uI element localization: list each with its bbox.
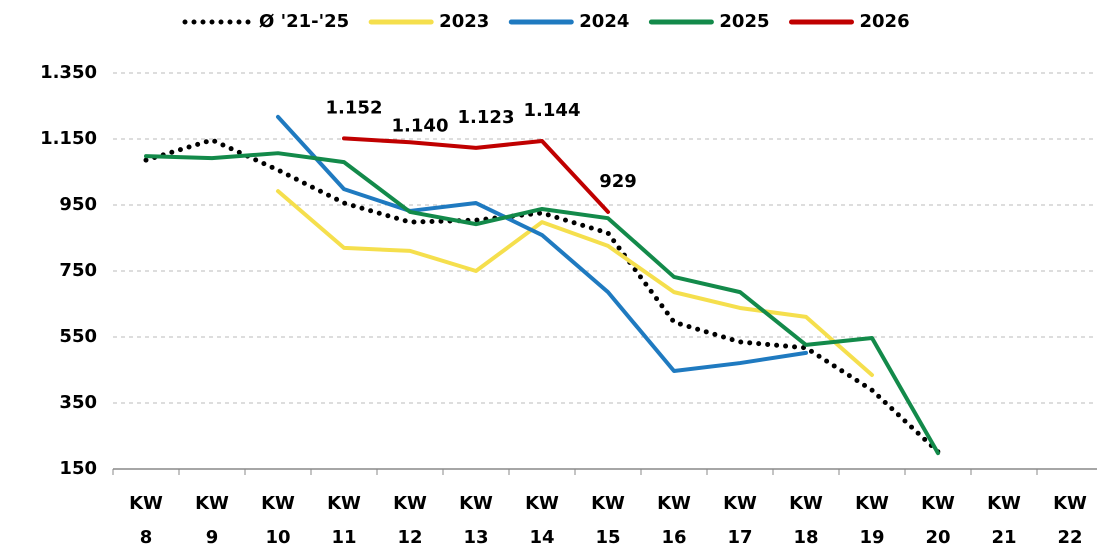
x-tick-label: KW 14: [525, 493, 559, 548]
legend-label: Ø '21-'25: [259, 11, 349, 32]
series-line: [276, 114, 808, 373]
y-tick-label: 950: [59, 194, 97, 215]
x-tick-label: KW 9: [195, 493, 229, 548]
legend-label: 2026: [860, 11, 910, 32]
y-tick-label: 1.350: [40, 62, 97, 83]
y-tick-label: 1.150: [40, 128, 97, 149]
legend-label: 2023: [439, 11, 489, 32]
data-label: 1.144: [524, 100, 581, 121]
y-tick-label: 150: [59, 458, 97, 479]
y-tick-label: 550: [59, 326, 97, 347]
legend-label: 2024: [579, 11, 629, 32]
series-line: [143, 137, 941, 455]
y-tick-label: 350: [59, 392, 97, 413]
series-line: [144, 151, 940, 456]
series-line: [276, 189, 874, 377]
y-tick-label: 750: [59, 260, 97, 281]
x-tick-label: KW 21: [987, 493, 1021, 548]
x-tick-label: KW 18: [789, 493, 823, 548]
x-tick-label: KW 22: [1053, 493, 1087, 548]
x-tick-label: KW 13: [459, 493, 493, 548]
x-tick-label: KW 8: [129, 493, 163, 548]
data-label: 1.123: [458, 107, 515, 128]
x-tick-label: KW 16: [657, 493, 691, 548]
x-tick-label: KW 19: [855, 493, 889, 548]
x-tick-label: KW 12: [393, 493, 427, 548]
data-label: 929: [599, 171, 637, 192]
series-line: [342, 136, 610, 214]
x-tick-label: KW 20: [921, 493, 955, 548]
x-tick-label: KW 17: [723, 493, 757, 548]
x-tick-label: KW 10: [261, 493, 295, 548]
data-label: 1.140: [392, 115, 449, 136]
data-label: 1.152: [326, 97, 383, 118]
x-tick-label: KW 11: [327, 493, 361, 548]
legend-label: 2025: [719, 11, 769, 32]
x-tick-label: KW 15: [591, 493, 625, 548]
